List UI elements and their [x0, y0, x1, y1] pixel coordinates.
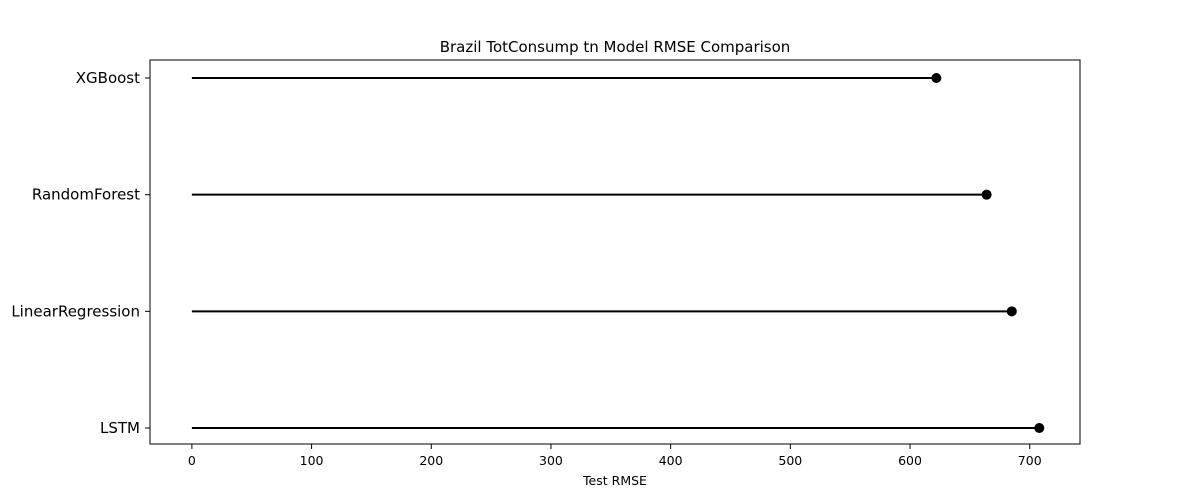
- x-tick-label-600: 600: [898, 453, 922, 468]
- x-tick-label-500: 500: [778, 453, 802, 468]
- y-axis-ticks: LSTM LinearRegression RandomForest XGBoost: [11, 69, 150, 437]
- marker-randomforest: [981, 189, 992, 200]
- markers-group: [931, 73, 1045, 433]
- y-tick-label-lstm: LSTM: [100, 419, 140, 437]
- marker-linearregression: [1006, 306, 1017, 317]
- marker-xgboost: [931, 73, 942, 83]
- plot-frame: [149, 59, 1081, 445]
- x-tick-label-100: 100: [300, 453, 324, 468]
- x-axis-ticks: 0 100 200 300 400 500 600 700: [188, 444, 1042, 468]
- y-tick-label-linearregression: LinearRegression: [11, 302, 140, 320]
- y-tick-label-xgboost: XGBoost: [76, 69, 140, 87]
- x-tick-label-700: 700: [1018, 453, 1042, 468]
- x-tick-label-400: 400: [659, 453, 683, 468]
- x-axis-label: Test RMSE: [582, 473, 647, 488]
- marker-lstm: [1034, 423, 1045, 433]
- stems-group: [191, 77, 1040, 429]
- x-tick-label-200: 200: [419, 453, 443, 468]
- x-tick-label-300: 300: [539, 453, 563, 468]
- chart-title: Brazil TotConsump tn Model RMSE Comparis…: [440, 38, 791, 56]
- y-tick-label-randomforest: RandomForest: [32, 186, 140, 204]
- x-tick-label-0: 0: [188, 453, 196, 468]
